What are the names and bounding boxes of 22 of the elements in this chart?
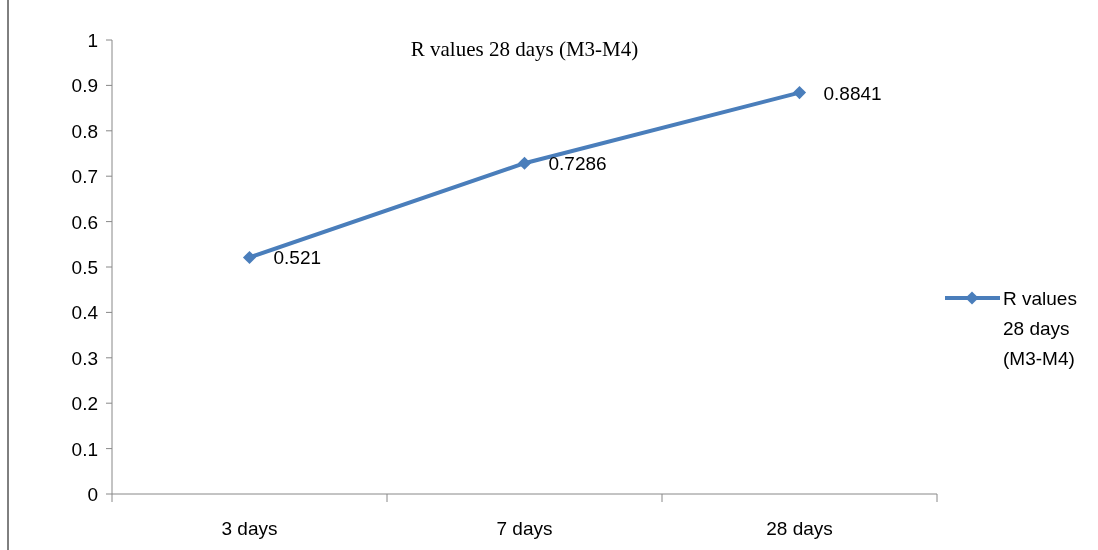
x-tick-label: 3 days (221, 518, 278, 539)
x-tick-label: 28 days (766, 518, 833, 539)
y-tick-label: 0.5 (71, 257, 98, 278)
y-tick-label: 0.3 (71, 347, 98, 369)
data-label: 0.8841 (823, 82, 882, 104)
x-tick-label: 7 days (496, 518, 553, 539)
chart-title: R values 28 days (M3-M4) (410, 37, 639, 61)
point (792, 86, 807, 100)
y-tick-label: 0.6 (71, 211, 98, 233)
point (242, 250, 257, 265)
y-tick-label: 0.4 (71, 302, 99, 324)
y-tick-label: 0.8 (71, 120, 98, 142)
y-tick-label: 0.2 (71, 393, 98, 415)
point (517, 156, 532, 170)
y-tick-label: 0 (87, 484, 98, 505)
y-tick-label: 0.9 (71, 75, 98, 97)
y-tick-label: 0.1 (71, 438, 98, 460)
y-tick-label: 0.7 (71, 166, 98, 188)
legend-label: R values 28 days (M3-M4) (1003, 288, 1077, 369)
data-label: 0.7286 (548, 153, 607, 175)
data-label: 0.521 (273, 247, 322, 269)
y-tick-label: 1 (87, 30, 98, 51)
